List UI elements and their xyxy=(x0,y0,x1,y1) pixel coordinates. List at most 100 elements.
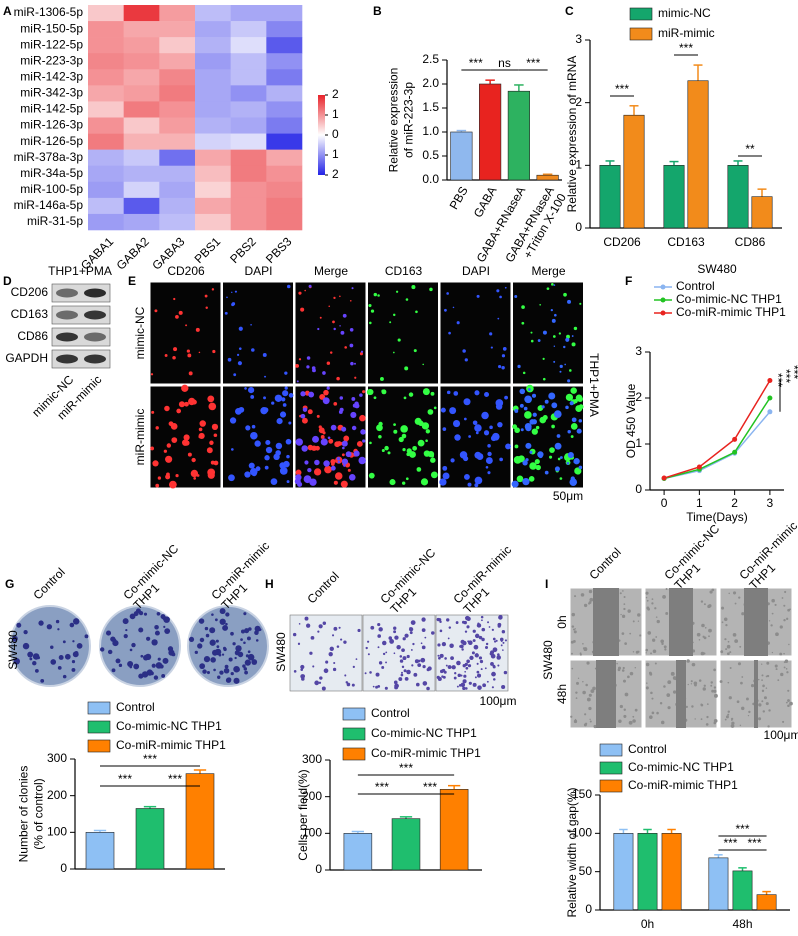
image-speck xyxy=(184,401,189,407)
heatmap-cell xyxy=(159,117,196,134)
image-speck xyxy=(469,655,474,661)
image-speck xyxy=(339,295,341,298)
image-speck xyxy=(593,724,597,729)
image-speck xyxy=(325,660,329,664)
image-speck xyxy=(788,643,790,646)
image-speck xyxy=(188,397,196,406)
image-speck xyxy=(771,651,774,654)
image-speck xyxy=(447,665,452,669)
heatmap-cell xyxy=(159,37,196,54)
heatmap-cell xyxy=(123,5,160,22)
image-speck xyxy=(650,652,652,655)
image-speck xyxy=(489,652,493,656)
image-speck xyxy=(738,596,741,599)
heatmap-cell xyxy=(195,101,231,118)
image-speck xyxy=(488,626,491,628)
image-speck xyxy=(389,639,395,644)
image-speck xyxy=(304,289,306,292)
image-speck xyxy=(308,391,315,398)
y-axis-label: Relative width of gap(%) xyxy=(565,787,579,917)
image-speck xyxy=(230,672,234,676)
image-speck xyxy=(622,679,626,683)
image-speck xyxy=(550,308,553,312)
image-speck xyxy=(372,685,375,688)
image-speck xyxy=(480,668,483,671)
image-speck xyxy=(298,291,302,295)
image-speck xyxy=(554,442,562,450)
image-speck xyxy=(501,366,505,370)
image-speck xyxy=(472,682,477,687)
significance-label: *** xyxy=(735,822,749,836)
image-speck xyxy=(313,468,322,476)
image-speck xyxy=(341,458,349,465)
image-speck xyxy=(376,424,383,432)
image-speck xyxy=(665,588,668,591)
image-speck xyxy=(493,640,497,643)
image-speck xyxy=(437,654,440,657)
image-speck xyxy=(297,642,301,645)
image-speck xyxy=(185,324,188,327)
image-speck xyxy=(69,622,75,628)
heatmap-cell xyxy=(123,149,160,167)
image-speck xyxy=(46,624,53,630)
image-speck xyxy=(293,670,297,673)
heatmap-cell xyxy=(123,21,160,38)
image-speck xyxy=(186,349,190,353)
image-speck xyxy=(57,628,60,631)
image-speck xyxy=(491,671,496,677)
image-speck xyxy=(496,655,501,660)
heatmap-cell xyxy=(266,5,303,22)
image-speck xyxy=(274,394,283,402)
image-speck xyxy=(350,361,354,366)
image-speck xyxy=(462,686,466,691)
image-speck xyxy=(367,388,374,396)
image-speck xyxy=(357,628,361,633)
data-point xyxy=(696,464,702,470)
heatmap-cell xyxy=(230,101,267,118)
row-label: miR-100-5p xyxy=(20,182,83,196)
image-speck xyxy=(194,650,198,655)
image-speck xyxy=(29,657,33,661)
heatmap-cell xyxy=(88,85,124,102)
image-speck xyxy=(491,686,494,689)
image-speck xyxy=(307,467,312,473)
transwell-field xyxy=(289,614,363,692)
data-point xyxy=(661,475,667,481)
image-speck xyxy=(571,612,576,617)
image-speck xyxy=(645,591,649,595)
image-speck xyxy=(574,467,582,475)
image-speck xyxy=(775,632,779,637)
image-speck xyxy=(404,633,409,638)
image-speck xyxy=(323,668,329,674)
image-speck xyxy=(544,470,549,475)
image-speck xyxy=(198,618,205,624)
legend-swatch xyxy=(87,739,111,753)
x-tick-label: CD86 xyxy=(735,235,766,249)
image-speck xyxy=(528,476,535,482)
blot-band xyxy=(84,288,106,298)
image-speck xyxy=(405,477,409,481)
image-speck xyxy=(570,387,577,394)
image-speck xyxy=(617,668,621,672)
image-speck xyxy=(354,376,357,379)
significance-label: ns xyxy=(498,56,511,70)
image-speck xyxy=(786,617,789,621)
image-speck xyxy=(582,681,584,683)
image-speck xyxy=(71,660,76,664)
heatmap-cell xyxy=(266,181,303,199)
image-speck xyxy=(333,296,336,300)
image-speck xyxy=(62,674,67,679)
image-speck xyxy=(766,661,770,665)
image-speck xyxy=(481,411,489,420)
image-speck xyxy=(336,376,340,381)
image-speck xyxy=(37,656,41,660)
heatmap-cell xyxy=(88,53,124,70)
image-speck xyxy=(517,364,521,369)
image-speck xyxy=(413,349,417,353)
row-label: miR-1306-5p xyxy=(14,5,84,19)
legend-label: Control xyxy=(628,742,667,756)
image-speck xyxy=(377,646,380,649)
micrograph xyxy=(294,281,367,385)
image-speck xyxy=(344,346,347,349)
